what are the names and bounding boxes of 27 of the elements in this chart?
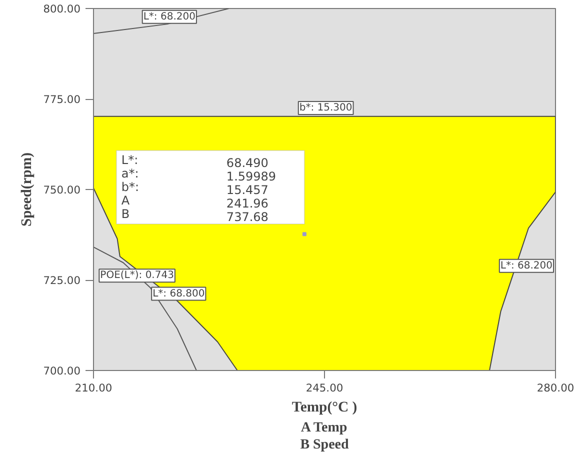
y-tick-label: 750.00 xyxy=(43,184,81,196)
annotation: L*: 68.800 xyxy=(152,288,205,300)
annotation: 1.59989 xyxy=(226,169,276,184)
annotation: 15.457 xyxy=(226,182,268,197)
text: B Speed xyxy=(300,438,350,452)
annotation: 737.68 xyxy=(226,210,268,224)
annotation: 241.96 xyxy=(226,196,268,210)
annotation: a*: xyxy=(121,166,139,180)
x-tick-label: 280.00 xyxy=(536,382,574,394)
y-tick-label: 800.00 xyxy=(43,2,81,16)
y-tick-label: 775.00 xyxy=(43,93,81,106)
x-tick-label: 210.00 xyxy=(74,382,112,394)
annotation: B xyxy=(121,206,130,221)
annotation: b*: 15.300 xyxy=(299,102,352,114)
y-tick-label: 725.00 xyxy=(43,274,81,287)
annotation: L*: 68.200 xyxy=(500,260,553,272)
annotation: POE(L*): 0.743 xyxy=(100,270,174,282)
annotation: 68.490 xyxy=(226,156,268,170)
text: A Temp xyxy=(300,420,348,436)
annotation: L*: 68.200 xyxy=(143,11,196,22)
annotation: A xyxy=(121,193,130,208)
y-tick-label: 700.00 xyxy=(43,364,81,378)
annotation: b*: xyxy=(121,180,140,194)
x-axis-title: Temp(°C ) xyxy=(292,400,358,416)
annotation: L*: xyxy=(121,152,138,167)
y-axis-title: Speed(rpm) xyxy=(19,152,36,227)
x-tick-label: 245.00 xyxy=(306,382,344,394)
